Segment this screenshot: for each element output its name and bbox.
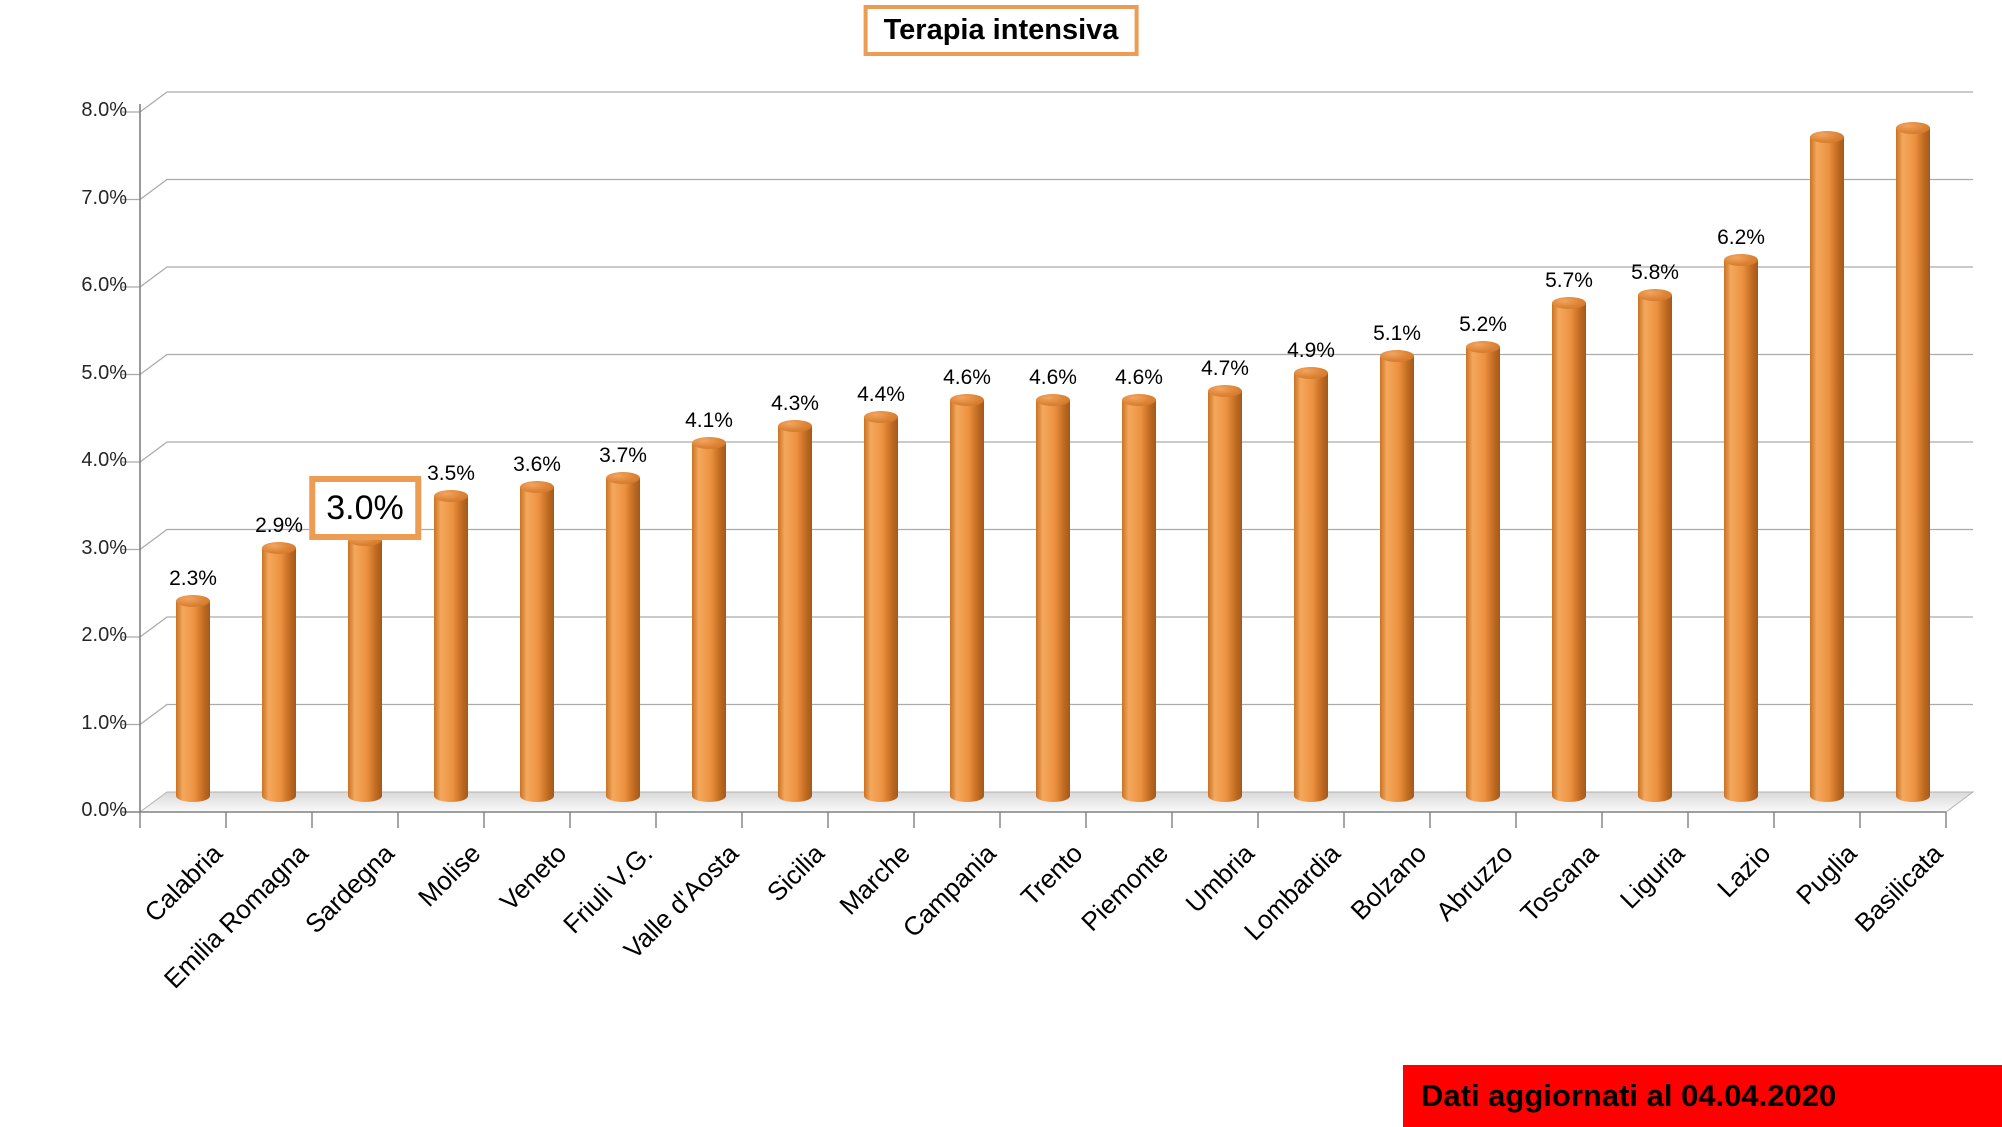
bar-value-label: 2.3%	[169, 566, 217, 590]
bar-valle-d-aosta	[692, 437, 726, 802]
bar-sicilia	[778, 419, 812, 802]
y-axis-label: 7.0%	[81, 186, 127, 209]
chart-title: Terapia intensiva	[863, 5, 1139, 56]
bar-value-label: 4.6%	[1029, 365, 1077, 389]
bar-abruzzo	[1466, 341, 1500, 802]
bar-liguria	[1638, 288, 1672, 802]
y-axis-label: 2.0%	[81, 624, 127, 646]
bar-lazio	[1724, 253, 1758, 802]
bar-puglia	[1810, 131, 1844, 802]
bar-value-label: 4.4%	[857, 383, 905, 406]
bar-value-label: 4.3%	[771, 391, 819, 415]
bar-veneto	[520, 481, 554, 802]
gridline	[122, 91, 1973, 113]
y-axis-label: 8.0%	[81, 99, 127, 121]
update-banner-text: Dati aggiornati al 04.04.2020	[1421, 1078, 1837, 1113]
gridline	[122, 353, 1973, 376]
bar-value-label: 4.9%	[1287, 339, 1335, 363]
bar-molise	[434, 489, 468, 802]
gridline	[122, 441, 1973, 463]
gridline	[122, 266, 1973, 288]
bar-marche	[864, 411, 898, 802]
bar-value-label: 6.2%	[1717, 225, 1765, 249]
bar-umbria	[1208, 384, 1242, 802]
gridline	[122, 703, 1973, 726]
gridline	[122, 616, 1973, 638]
y-axis-label: 5.0%	[81, 361, 127, 384]
bar-toscana	[1552, 297, 1586, 802]
bar-value-label: 4.7%	[1201, 356, 1249, 380]
bar-friuli-v-g-	[606, 472, 640, 802]
bar-basilicata	[1896, 122, 1930, 802]
bar-bolzano	[1380, 349, 1414, 802]
y-axis-label: 4.0%	[81, 449, 127, 471]
bar-value-label: 2.9%	[255, 514, 303, 538]
bar-value-label: 3.5%	[427, 461, 475, 485]
bar-value-label: 4.6%	[943, 365, 991, 389]
bar-value-label: 4.6%	[1115, 365, 1163, 389]
bar-calabria	[176, 594, 210, 802]
y-axis-label: 1.0%	[81, 711, 127, 734]
bar-value-label: 3.7%	[599, 444, 647, 468]
bar-emilia-romagna	[262, 542, 296, 802]
bar-value-label: 5.1%	[1373, 321, 1421, 345]
y-axis-label: 3.0%	[81, 536, 127, 559]
bar-value-label: 5.8%	[1631, 260, 1679, 284]
bar-trento	[1036, 393, 1070, 802]
bar-value-label: 5.2%	[1459, 313, 1507, 336]
bar-value-label: 3.6%	[513, 453, 561, 476]
bar-value-label: 4.1%	[685, 409, 733, 433]
bar-lombardia	[1294, 367, 1328, 802]
update-banner: Dati aggiornati al 04.04.2020	[1403, 1065, 2002, 1127]
bar-piemonte	[1122, 393, 1156, 802]
y-axis-label: 6.0%	[81, 274, 127, 296]
gridline	[122, 178, 1973, 201]
bar-sardegna	[348, 533, 382, 802]
highlighted-value-label: 3.0%	[309, 475, 421, 540]
y-axis-label: 0.0%	[81, 799, 127, 821]
bar-campania	[950, 393, 984, 802]
gridline	[122, 528, 1973, 551]
bar-value-label: 5.7%	[1545, 269, 1593, 293]
